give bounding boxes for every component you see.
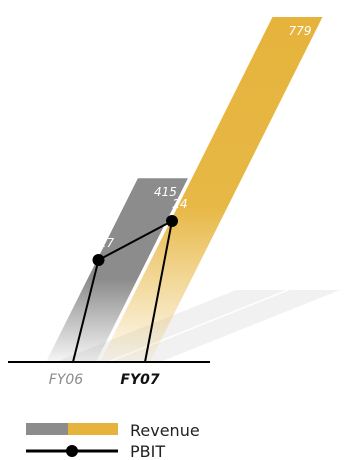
bar-shadow-fy07 [110, 290, 340, 362]
legend: Revenue PBIT [26, 421, 200, 460]
value-label-pbit-fy07: 24 [172, 197, 187, 211]
bar-revenue-fy07 [100, 17, 323, 362]
value-label-revenue-fy07: 779 [289, 24, 312, 38]
legend-swatch-revenue-gold [68, 423, 118, 435]
x-axis-tick-labels: FY06 FY07 [49, 372, 160, 388]
pbit-series-line [72, 219, 174, 363]
value-label-revenue-fy06: 415 [154, 185, 177, 199]
legend-swatch-revenue-grey [26, 423, 68, 435]
value-label-pbit-fy06: 17 [99, 236, 115, 250]
bar-revenue-fy06 [46, 178, 188, 362]
pbit-line [72, 215, 178, 363]
bars [46, 17, 323, 362]
tick-label-fy06: FY06 [49, 372, 84, 388]
pbit-marker-fy06 [92, 254, 105, 266]
legend-label-pbit: PBIT [130, 442, 165, 460]
pbit-marker-fy07 [166, 215, 178, 227]
tick-label-fy07: FY07 [120, 372, 159, 388]
legend-swatch-pbit-marker [66, 445, 78, 457]
legend-label-revenue: Revenue [130, 421, 200, 440]
value-labels: 415 779 17 24 [99, 24, 312, 250]
